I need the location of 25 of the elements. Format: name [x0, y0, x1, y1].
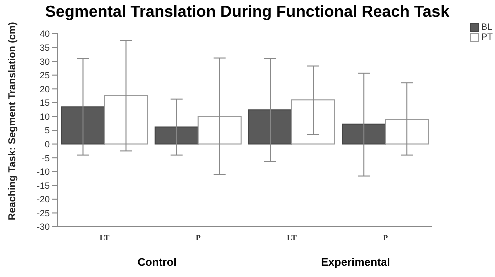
y-axis-title: Reaching Task: Segment Translation (cm) — [8, 22, 19, 220]
y-tick-label: -20 — [36, 194, 50, 205]
legend-label: PT — [481, 32, 493, 42]
x-tick-label: LT — [287, 234, 298, 243]
y-tick-label: -10 — [36, 167, 50, 178]
y-tick-label: 10 — [40, 112, 50, 122]
y-tick-label: 0 — [44, 139, 50, 150]
text: Experimental — [320, 257, 392, 269]
y-tick-label: -15 — [36, 180, 50, 191]
y-tick-label: 25 — [40, 70, 50, 81]
y-tick-label: 35 — [40, 42, 50, 53]
x-tick-label: P — [383, 234, 388, 243]
legend-label: BL — [481, 22, 492, 32]
y-tick-label: -30 — [36, 222, 50, 232]
y-tick-label: -5 — [42, 153, 50, 164]
text: Control — [136, 257, 178, 269]
y-tick-label: 40 — [40, 29, 50, 40]
y-tick-label: 20 — [40, 84, 50, 94]
x-tick-label: LT — [100, 234, 110, 243]
y-tick-label: 30 — [40, 56, 50, 67]
y-tick-label: 5 — [44, 126, 50, 136]
y-tick-label: 15 — [40, 98, 50, 108]
x-tick-label: P — [196, 234, 201, 243]
chart-title: Segmental Translation During Functional Reach Task — [44, 4, 451, 22]
y-tick-label: -25 — [36, 208, 50, 218]
